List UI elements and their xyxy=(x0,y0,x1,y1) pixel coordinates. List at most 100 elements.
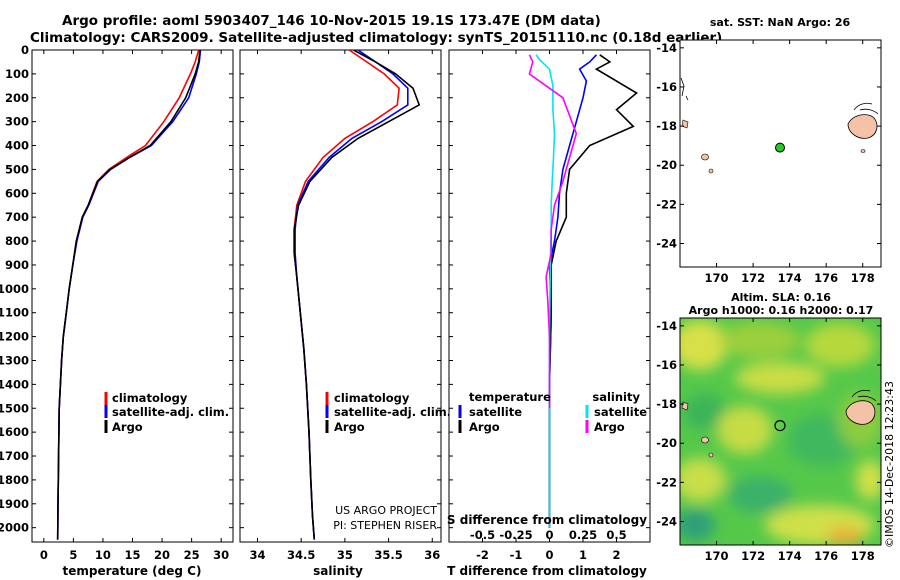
sla-map: Altim. SLA: 0.16 Argo h1000: 0.16 h2000:… xyxy=(656,291,882,563)
x-tick-label: 36 xyxy=(424,548,440,562)
series-s-satellite xyxy=(535,54,556,528)
legend-s-argo: Argo xyxy=(594,420,625,434)
depth-tick-label: 400 xyxy=(5,139,29,153)
depth-tick-label: 1500 xyxy=(0,401,29,415)
depth-tick-labels: 0 100 200 300 400 500 600 700 800 900 1000 1100 1200… xyxy=(0,43,233,535)
map-x-tick-label: 176 xyxy=(814,549,838,563)
title-line-1: Argo profile: aoml 5903407_146 10-Nov-20… xyxy=(62,13,601,29)
depth-tick-label: 2000 xyxy=(0,521,29,535)
depth-tick-label: 1600 xyxy=(0,425,29,439)
legend-argo: Argo xyxy=(112,420,143,434)
x-tick-label: 25 xyxy=(184,548,200,562)
depth-tick-label: 1300 xyxy=(0,353,29,367)
s-diff-tick-label: 0 xyxy=(545,528,553,542)
legend-s-satellite: satellite xyxy=(594,405,647,419)
salinity-series xyxy=(293,50,421,540)
map-x-tick-label: 172 xyxy=(741,549,765,563)
s-difference-label: S difference from climatology xyxy=(447,513,647,527)
temperature-legend: climatology satellite-adj. clim. Argo xyxy=(104,391,229,434)
x-tick-label: -1 xyxy=(510,548,523,562)
map-y-tick-label: -18 xyxy=(656,119,677,133)
x-tick-label: 35 xyxy=(337,548,353,562)
map-y-tick-label: -20 xyxy=(656,436,677,450)
x-tick-label: 15 xyxy=(124,548,140,562)
s-diff-tick-label: -0.5 xyxy=(470,528,495,542)
map-x-tick-label: 178 xyxy=(851,549,875,563)
salinity-xlabel: salinity xyxy=(313,564,363,578)
x-tick-label: 34.5 xyxy=(287,548,315,562)
depth-tick-label: 0 xyxy=(21,43,29,57)
sst-map-ticks: 170 172 174 176 178 -14 -16 -18 -20 -22 -24 xyxy=(656,40,881,285)
map-x-tick-label: 178 xyxy=(851,271,875,285)
s-diff-tick-label: 0.5 xyxy=(606,528,626,542)
t-difference-tick-labels: -2 -1 0 1 2 xyxy=(476,50,621,562)
s-difference-tick-labels: -0.5 -0.25 0 0.25 0.5 xyxy=(470,528,627,542)
depth-tick-label: 200 xyxy=(5,91,29,105)
temperature-xlabel: temperature (deg C) xyxy=(63,564,202,578)
difference-panel: -2 -1 0 1 2 T difference from climatology S … xyxy=(447,49,651,578)
x-tick-label: 5 xyxy=(69,548,77,562)
sst-map: sat. SST: NaN Argo: 26 170 172 174 176 178 -1… xyxy=(656,16,882,285)
map-y-tick-label: -22 xyxy=(656,197,677,211)
legend-argo: Argo xyxy=(334,420,365,434)
depth-tick-label: 1000 xyxy=(0,282,29,296)
map-x-tick-label: 172 xyxy=(741,271,765,285)
map-x-tick-label: 170 xyxy=(705,549,729,563)
map-x-tick-label: 170 xyxy=(705,271,729,285)
depth-tick-label: 1700 xyxy=(0,449,29,463)
series-s-argo xyxy=(528,54,578,409)
depth-tick-label: 300 xyxy=(5,115,29,129)
temperature-series xyxy=(56,50,202,540)
s-diff-tick-label: 0.25 xyxy=(569,528,597,542)
sla-map-ticks: 170 172 174 176 178 -14 -16 -18 -20 -22 -24 xyxy=(656,318,881,563)
salinity-panel: 34 34.5 35 35.5 36 salinity climatology sate… xyxy=(239,49,451,578)
depth-tick-label: 1800 xyxy=(0,473,29,487)
temperature-tick-labels: 0 5 10 15 20 25 30 xyxy=(40,50,229,562)
x-tick-label: -2 xyxy=(476,548,489,562)
temperature-panel: 0100200300400500600700800900100011001200… xyxy=(0,43,234,578)
sla-map-box xyxy=(679,317,882,546)
sst-map-title: sat. SST: NaN Argo: 26 xyxy=(710,16,851,29)
map-y-tick-label: -14 xyxy=(656,319,677,333)
map-y-tick-label: -16 xyxy=(656,358,677,372)
map-islands xyxy=(680,77,879,174)
depth-tick-label: 100 xyxy=(5,67,29,81)
series-t-argo xyxy=(548,54,638,528)
legend-salinity-title: salinity xyxy=(592,390,640,404)
depth-tick-label: 1900 xyxy=(0,497,29,511)
series-argo xyxy=(293,50,421,540)
map-y-tick-label: -22 xyxy=(656,475,677,489)
salinity-legend: climatology satellite-adj. clim. Argo xyxy=(325,391,451,434)
x-tick-label: 30 xyxy=(213,548,229,562)
map-x-tick-label: 176 xyxy=(814,271,838,285)
map-y-tick-label: -18 xyxy=(656,397,677,411)
depth-tick-label: 1100 xyxy=(0,306,29,320)
salinity-tick-labels: 34 34.5 35 35.5 36 xyxy=(249,50,440,562)
legend-temperature-title: temperature xyxy=(469,390,551,404)
pi-credit: PI: STEPHEN RISER xyxy=(333,519,437,532)
sst-map-box xyxy=(679,39,882,268)
map-y-tick-label: -20 xyxy=(656,158,677,172)
difference-series xyxy=(528,54,638,528)
salinity-axes-box xyxy=(239,49,442,543)
temperature-axes-box xyxy=(31,49,234,543)
map-x-tick-label: 174 xyxy=(778,271,802,285)
project-credit: US ARGO PROJECT xyxy=(335,504,437,517)
difference-legend: temperature satellite Argo salinity sate… xyxy=(458,390,647,434)
depth-tick-label: 800 xyxy=(5,234,29,248)
map-y-tick-label: -24 xyxy=(656,237,677,251)
difference-depth-ticks xyxy=(449,49,650,529)
legend-satellite: satellite-adj. clim. xyxy=(334,405,451,419)
depth-tick-label: 1200 xyxy=(0,330,29,344)
depth-tick-label: 500 xyxy=(5,162,29,176)
t-difference-xlabel: T difference from climatology xyxy=(447,564,647,578)
sla-field xyxy=(680,318,881,545)
imos-credit: ©IMOS 14-Dec-2018 12:23:43 xyxy=(883,381,896,548)
x-tick-label: 2 xyxy=(612,548,620,562)
sla-map-title-1: Altim. SLA: 0.16 xyxy=(731,291,831,304)
legend-climatology: climatology xyxy=(112,391,188,405)
s-diff-tick-label: -0.25 xyxy=(499,528,532,542)
x-tick-label: 0 xyxy=(40,548,48,562)
x-tick-label: 1 xyxy=(579,548,587,562)
